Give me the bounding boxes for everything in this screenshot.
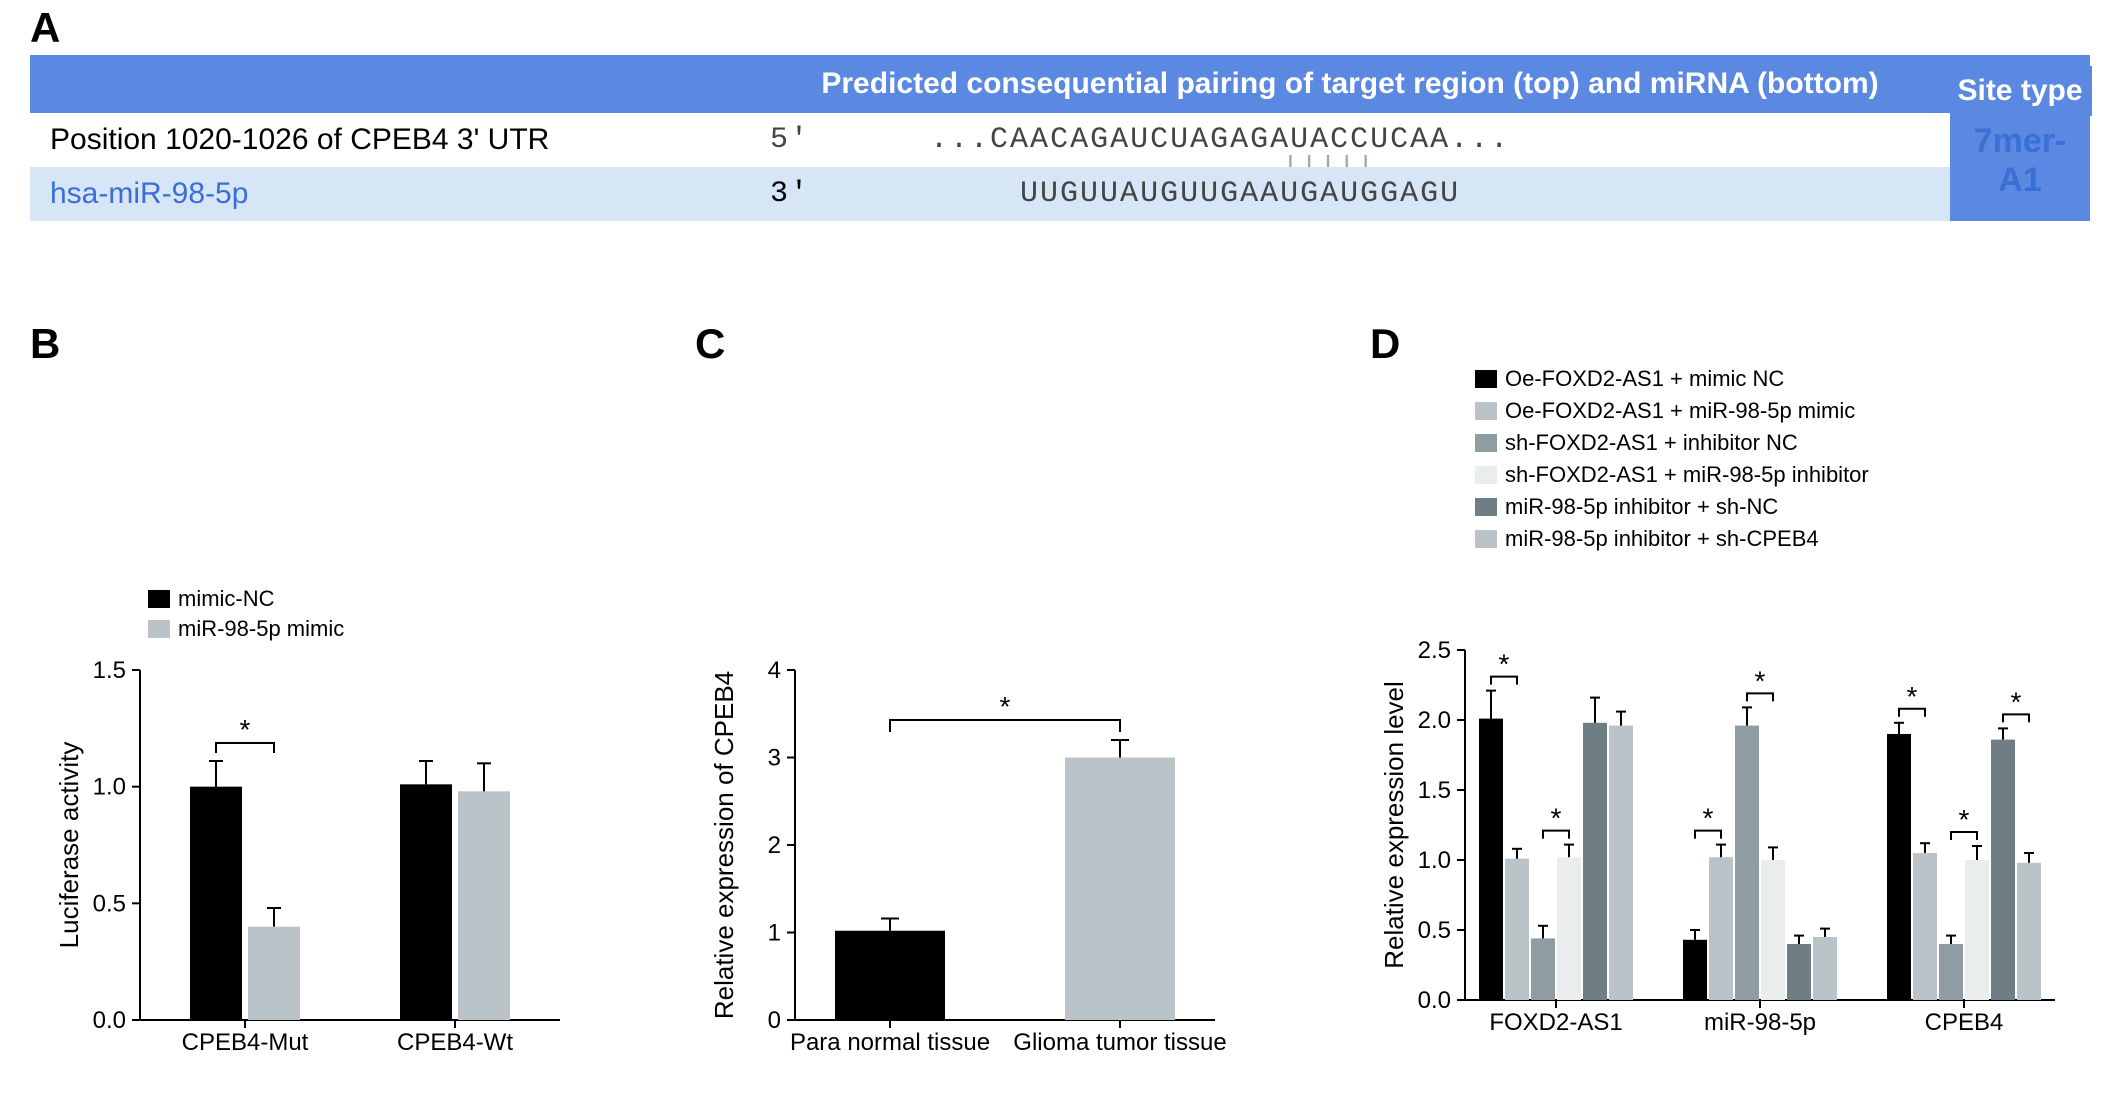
site-type-value: 7mer-A1 [1968,122,2072,200]
panel-c-chart: 0 1 2 3 4 Relative expression of CPEB4 Para no… [695,570,1335,1110]
panel-a-header-col2: Predicted consequential pairing of targe… [750,55,1950,113]
svg-text:0.5: 0.5 [93,890,126,917]
target-sequence: ...CAACAGAUCUAGAGAUACCUCAA... [930,123,1510,157]
svg-text:3: 3 [768,745,781,772]
mirna-sequence: UUGUUAUGUUGAAUGAUGGAGU [1020,177,1460,211]
svg-text:0: 0 [768,1007,781,1034]
svg-text:miR-98-5p inhibitor + sh-CPEB4: miR-98-5p inhibitor + sh-CPEB4 [1505,526,1819,551]
panel-d-chart: 0.0 0.5 1.0 1.5 2.0 2.5 Relative expression le… [1370,350,2090,1110]
svg-text:miR-98-5p mimic: miR-98-5p mimic [178,616,344,641]
svg-text:sh-FOXD2-AS1 + inhibitor NC: sh-FOXD2-AS1 + inhibitor NC [1505,430,1798,455]
panel-a-header-col1 [30,55,750,113]
svg-text:1.5: 1.5 [1418,777,1451,804]
svg-text:2.0: 2.0 [1418,707,1451,734]
panel-label-c: C [695,320,725,368]
svg-text:4: 4 [768,657,781,684]
svg-text:Relative expression level: Relative expression level [1379,681,1409,969]
target-sequence-cell: 5' ...CAACAGAUCUAGAGAUACCUCAA... ||||| [750,113,1950,167]
svg-text:*: * [1703,803,1714,834]
panel-label-a: A [30,4,60,52]
target-position-label: Position 1020-1026 of CPEB4 3' UTR [30,113,750,167]
svg-text:Oe-FOXD2-AS1 + mimic NC: Oe-FOXD2-AS1 + mimic NC [1505,366,1784,391]
svg-text:0.0: 0.0 [1418,987,1451,1014]
svg-text:miR-98-5p inhibitor + sh-NC: miR-98-5p inhibitor + sh-NC [1505,494,1778,519]
svg-text:CPEB4-Wt: CPEB4-Wt [397,1029,513,1056]
svg-text:miR-98-5p: miR-98-5p [1704,1009,1816,1036]
prime5: 5' [770,123,810,157]
svg-text:*: * [2011,686,2022,717]
svg-text:CPEB4: CPEB4 [1925,1009,2004,1036]
svg-text:Luciferase activity: Luciferase activity [54,742,84,949]
svg-text:Glioma tumor tissue: Glioma tumor tissue [1013,1029,1226,1056]
svg-text:0.5: 0.5 [1418,917,1451,944]
panel-a-row-mirna: hsa-miR-98-5p 3' UUGUUAUGUUGAAUGAUGGAGU [30,167,2090,221]
svg-text:Para normal tissue: Para normal tissue [790,1029,990,1056]
svg-text:*: * [1755,665,1766,696]
svg-text:1.0: 1.0 [93,774,126,801]
svg-text:1.5: 1.5 [93,657,126,684]
panel-a-header-col3: Site type 7mer-A1 [1950,55,2090,221]
panel-b-chart: 0.0 0.5 1.0 1.5 Luciferase activity CPEB4-Mut… [30,570,670,1110]
svg-text:*: * [240,714,251,745]
site-type-header: Site type [1948,66,2092,116]
svg-text:mimic-NC: mimic-NC [178,586,275,611]
svg-text:CPEB4-Mut: CPEB4-Mut [182,1029,309,1056]
mirna-sequence-cell: 3' UUGUUAUGUUGAAUGAUGGAGU [750,167,1950,221]
panel-a-header-row: Predicted consequential pairing of targe… [30,55,2090,113]
prime3: 3' [770,177,810,211]
svg-text:*: * [1959,804,1970,835]
svg-text:*: * [1499,649,1510,680]
svg-text:2: 2 [768,832,781,859]
svg-text:*: * [1907,681,1918,712]
mirna-label: hsa-miR-98-5p [30,167,750,221]
svg-text:sh-FOXD2-AS1 + miR-98-5p inhib: sh-FOXD2-AS1 + miR-98-5p inhibitor [1505,462,1869,487]
svg-text:Oe-FOXD2-AS1 + miR-98-5p mimic: Oe-FOXD2-AS1 + miR-98-5p mimic [1505,398,1855,423]
panel-a-row-target: Position 1020-1026 of CPEB4 3' UTR 5' ..… [30,113,2090,167]
svg-text:FOXD2-AS1: FOXD2-AS1 [1489,1009,1622,1036]
svg-text:1.0: 1.0 [1418,847,1451,874]
svg-text:1: 1 [768,920,781,947]
panel-a-table: Predicted consequential pairing of targe… [30,55,2090,221]
svg-text:Relative expression of CPEB4: Relative expression of CPEB4 [709,671,739,1019]
panel-label-b: B [30,320,60,368]
svg-text:0.0: 0.0 [93,1007,126,1034]
svg-text:2.5: 2.5 [1418,637,1451,664]
svg-text:*: * [1000,691,1011,722]
svg-text:*: * [1551,803,1562,834]
